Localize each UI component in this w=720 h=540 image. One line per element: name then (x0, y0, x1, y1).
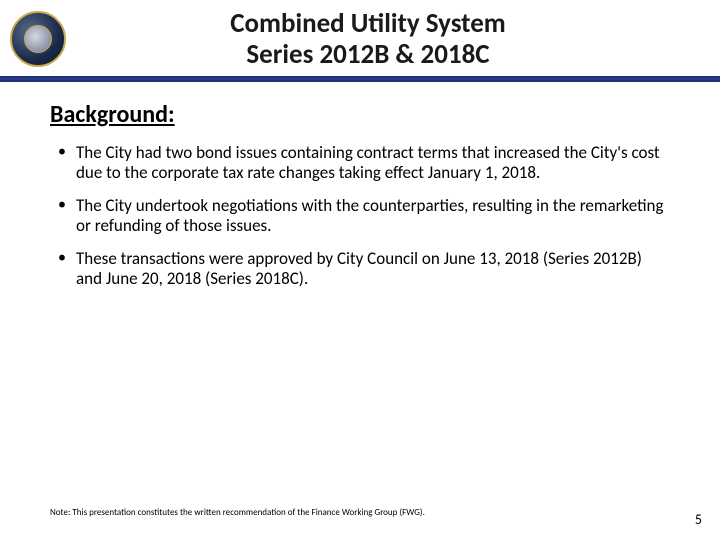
slide-content: Background: The City had two bond issues… (0, 82, 720, 288)
city-seal-icon (10, 11, 66, 67)
list-item: The City had two bond issues containing … (50, 143, 670, 182)
title-line-1: Combined Utility System (66, 8, 670, 39)
list-item: These transactions were approved by City… (50, 249, 670, 288)
bullet-list: The City had two bond issues containing … (50, 143, 670, 288)
title-line-2: Series 2012B & 2018C (66, 39, 670, 70)
section-heading: Background: (50, 100, 670, 129)
list-item: The City undertook negotiations with the… (50, 196, 670, 235)
title-block: Combined Utility System Series 2012B & 2… (66, 8, 710, 70)
page-number: 5 (695, 511, 702, 528)
slide-header: Combined Utility System Series 2012B & 2… (0, 0, 720, 70)
footnote: Note: This presentation constitutes the … (50, 507, 425, 518)
